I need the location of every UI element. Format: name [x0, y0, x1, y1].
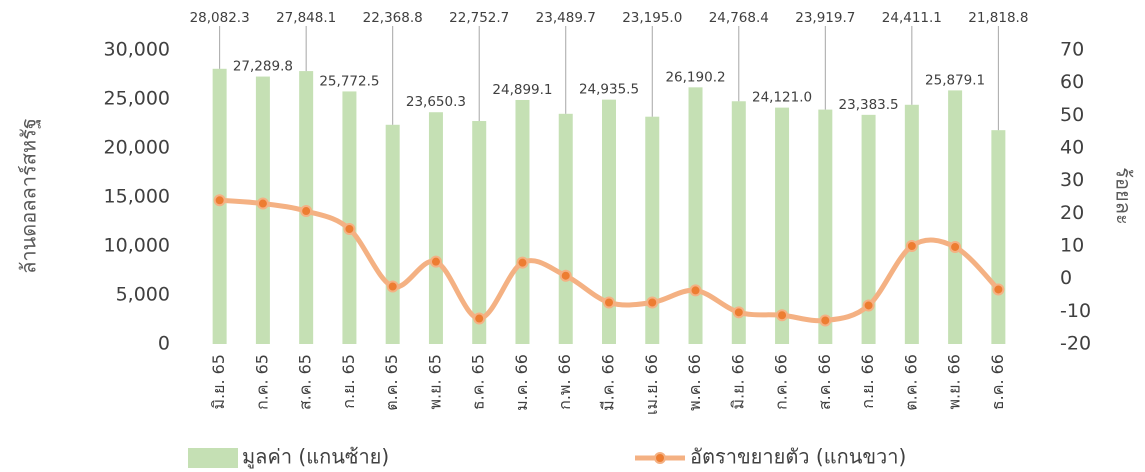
value-label: 24,121.0 [752, 90, 812, 106]
x-tick-label: ธ.ค. 66 [988, 354, 1007, 410]
y2-tick-label: -20 [1060, 333, 1091, 355]
line-marker [429, 255, 442, 268]
bar [991, 130, 1006, 344]
x-tick-label: ก.ย. 65 [339, 354, 358, 409]
value-label: 23,650.3 [406, 94, 466, 110]
line-marker [516, 256, 529, 269]
bar [428, 112, 443, 345]
legend-swatch [188, 448, 238, 468]
bar [904, 104, 919, 345]
bar [602, 99, 616, 344]
y2-tick-label: 10 [1060, 235, 1084, 257]
y2-tick-label: 70 [1060, 39, 1084, 61]
value-label: 25,879.1 [925, 72, 985, 88]
y2-tick-label: 40 [1060, 137, 1084, 159]
value-label: 22,752.7 [449, 10, 509, 26]
value-label: 24,768.4 [709, 10, 769, 26]
line-marker [646, 296, 659, 309]
y2-tick-label: 0 [1060, 267, 1072, 289]
line-marker [949, 240, 962, 253]
y-tick-label: 0 [158, 333, 170, 355]
x-tick-label: พ.ย. 65 [425, 354, 444, 410]
x-tick-label: พ.ย. 66 [945, 354, 964, 410]
line-marker [862, 299, 875, 312]
y2-tick-label: 50 [1060, 104, 1084, 126]
x-tick-label: ต.ค. 66 [901, 354, 920, 411]
bar [558, 113, 573, 345]
bar [818, 109, 833, 344]
bar [861, 114, 876, 344]
x-tick-label: ส.ค. 66 [815, 354, 834, 410]
line-marker [732, 306, 745, 319]
y-tick-label: 15,000 [104, 186, 170, 208]
line-marker [386, 280, 399, 293]
value-label: 24,899.1 [492, 82, 552, 98]
bar [255, 76, 270, 344]
bar [775, 107, 790, 344]
x-tick-label: ก.ค. 65 [252, 354, 271, 410]
line-marker [559, 269, 572, 282]
line-marker [603, 296, 615, 309]
x-tick-label: ม.ค. 66 [512, 354, 531, 411]
x-tick-label: ธ.ค. 65 [469, 354, 488, 410]
line-marker [473, 312, 486, 325]
line-marker [689, 284, 702, 297]
x-tick-label: ก.ค. 66 [772, 354, 791, 410]
line-marker [819, 314, 832, 327]
y2-axis-label: ร้อยละ [1112, 167, 1136, 224]
value-label: 26,190.2 [665, 69, 725, 85]
value-label: 23,489.7 [536, 10, 596, 26]
x-tick-label: มิ.ย. 66 [728, 354, 747, 410]
x-tick-label: ต.ค. 65 [382, 354, 401, 411]
y2-tick-label: 20 [1060, 202, 1084, 224]
line-marker [992, 283, 1005, 296]
value-label: 23,383.5 [839, 97, 899, 113]
legend-label: อัตราขยายตัว (แกนขวา) [690, 445, 906, 469]
line-marker [213, 194, 226, 207]
y-tick-label: 20,000 [104, 137, 170, 159]
value-label: 23,919.7 [795, 10, 855, 26]
y-tick-label: 30,000 [104, 39, 170, 61]
bar [342, 91, 357, 344]
y2-tick-label: 30 [1060, 169, 1084, 191]
y-tick-label: 25,000 [104, 88, 170, 110]
bar [472, 121, 487, 345]
y-tick-label: 5,000 [116, 284, 170, 306]
y2-tick-label: -10 [1060, 300, 1091, 322]
x-tick-label: พ.ค. 66 [685, 354, 704, 411]
bar [731, 101, 746, 344]
x-tick-label: เม.ย. 66 [642, 354, 661, 415]
x-tick-label: มี.ค. 66 [599, 354, 618, 411]
y-tick-label: 10,000 [104, 235, 170, 257]
value-label: 24,411.1 [882, 10, 942, 26]
bar [385, 124, 400, 344]
value-label: 27,848.1 [276, 10, 336, 26]
line-marker [300, 205, 313, 218]
bar [948, 90, 963, 344]
line-marker [776, 309, 789, 322]
x-tick-label: ส.ค. 65 [296, 354, 315, 410]
legend-label: มูลค่า (แกนซ้าย) [242, 445, 389, 470]
line-marker [343, 223, 356, 236]
bar [688, 87, 703, 345]
bar [212, 68, 227, 344]
bar [645, 116, 660, 345]
line-marker [256, 197, 269, 210]
line-marker [905, 240, 918, 252]
x-tick-label: ก.พ. 66 [555, 354, 574, 410]
value-label: 21,818.8 [968, 10, 1028, 26]
legend-marker [654, 452, 666, 464]
value-label: 28,082.3 [190, 10, 250, 26]
bar [515, 99, 530, 344]
value-label: 25,772.5 [319, 73, 379, 89]
value-label: 23,195.0 [622, 10, 682, 26]
value-label: 22,368.8 [363, 10, 423, 26]
y-axis-label: ล้านดอลลาร์สหรัฐ [17, 118, 41, 274]
value-label: 24,935.5 [579, 82, 639, 98]
y2-tick-label: 60 [1060, 71, 1084, 93]
value-label: 27,289.8 [233, 59, 293, 75]
x-tick-label: ก.ย. 66 [858, 354, 877, 409]
x-tick-label: มิ.ย. 65 [209, 354, 228, 410]
